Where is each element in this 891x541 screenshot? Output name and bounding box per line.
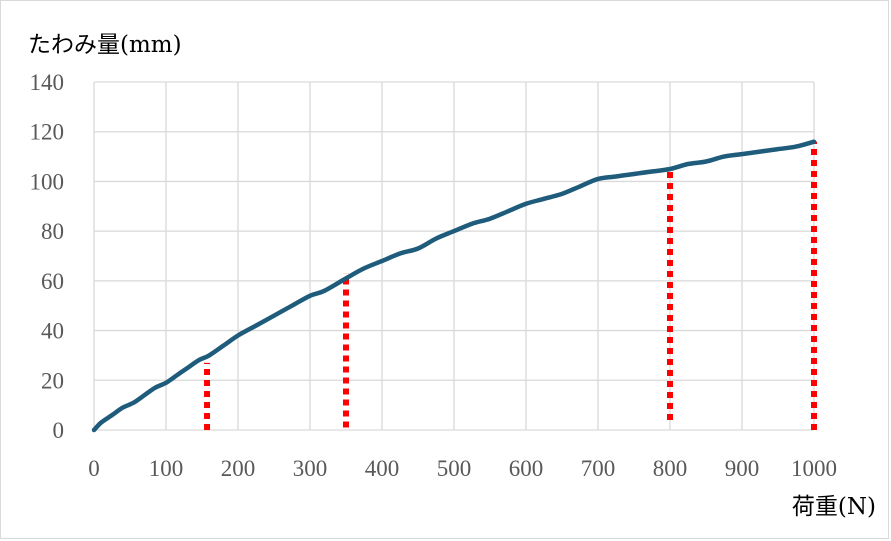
y-tick-labels: 0 20 40 60 80 100 120 140 bbox=[30, 70, 65, 443]
marker-lines bbox=[204, 141, 817, 430]
x-tick-labels: 0 100 200 300 400 500 600 700 800 900 1000 bbox=[88, 456, 837, 481]
x-tick-label: 400 bbox=[365, 456, 400, 481]
y-tick-label: 80 bbox=[41, 219, 64, 244]
x-tick-label: 1000 bbox=[791, 456, 837, 481]
x-tick-label: 900 bbox=[725, 456, 760, 481]
x-tick-label: 700 bbox=[581, 456, 616, 481]
series-line bbox=[91, 139, 817, 433]
x-tick-label: 500 bbox=[437, 456, 472, 481]
x-tick-label: 200 bbox=[221, 456, 256, 481]
x-tick-label: 600 bbox=[509, 456, 544, 481]
x-tick-label: 100 bbox=[149, 456, 184, 481]
x-tick-label: 0 bbox=[88, 456, 100, 481]
y-tick-label: 140 bbox=[30, 70, 65, 95]
series-lines bbox=[91, 139, 817, 433]
grid-lines bbox=[93, 81, 815, 431]
y-tick-label: 60 bbox=[41, 269, 64, 294]
x-tick-label: 300 bbox=[293, 456, 328, 481]
y-tick-label: 20 bbox=[41, 368, 64, 393]
x-tick-label: 800 bbox=[653, 456, 688, 481]
y-tick-label: 100 bbox=[30, 169, 65, 194]
x-axis-title: 荷重(N) bbox=[792, 494, 876, 520]
y-tick-label: 0 bbox=[53, 418, 65, 443]
y-tick-label: 40 bbox=[41, 319, 64, 344]
y-tick-label: 120 bbox=[30, 120, 65, 145]
y-axis-title: たわみ量(mm) bbox=[28, 32, 182, 58]
